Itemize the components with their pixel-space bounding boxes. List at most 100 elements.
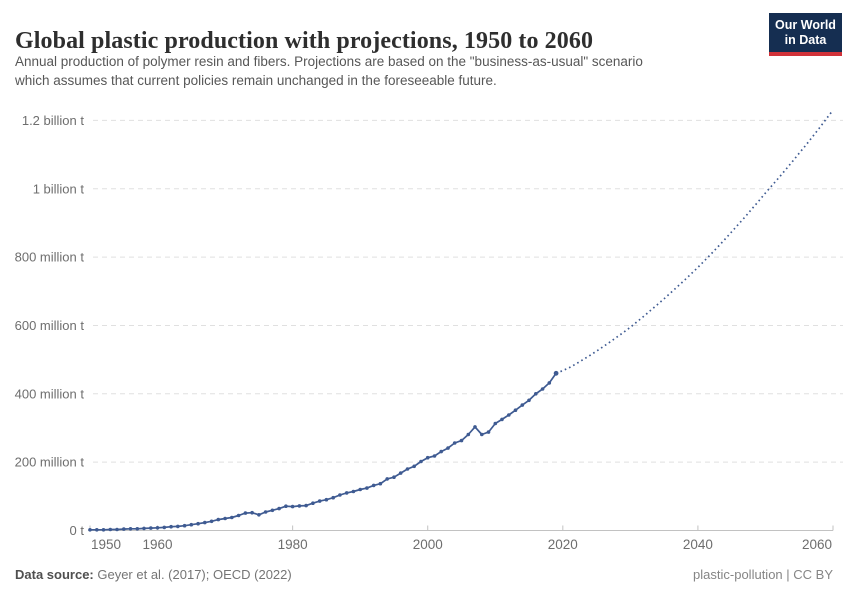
- owid-logo-line-1: Our World: [775, 18, 836, 32]
- chart-slug-link[interactable]: plastic-pollution: [693, 567, 783, 582]
- x-axis-label: 2000: [413, 537, 443, 552]
- data-point-marker: [209, 519, 214, 524]
- data-point-marker: [452, 441, 457, 445]
- data-point-marker: [500, 417, 504, 422]
- chart-subtitle-line-1: Annual production of polymer resin and f…: [15, 54, 643, 69]
- data-point-marker: [480, 432, 484, 437]
- data-point-marker: [473, 425, 477, 429]
- x-axis-label: 2040: [683, 537, 713, 552]
- data-point-marker: [176, 524, 180, 529]
- data-point-marker: [317, 499, 322, 503]
- y-axis-label: 1.2 billion t: [22, 113, 85, 128]
- data-point-marker: [162, 525, 167, 530]
- data-point-marker: [540, 387, 545, 391]
- chart-footer: Data source: Geyer et al. (2017); OECD (…: [15, 567, 833, 582]
- data-point-marker: [297, 504, 302, 508]
- data-point-marker: [507, 413, 511, 417]
- data-point-marker: [155, 526, 160, 530]
- data-point-marker: [392, 475, 396, 480]
- x-axis-label: 1950: [91, 537, 121, 552]
- data-point-marker: [101, 528, 106, 532]
- data-point-marker: [236, 513, 241, 518]
- data-point-marker: [189, 522, 194, 527]
- data-point-marker: [419, 459, 423, 464]
- y-axis-label: 1 billion t: [33, 181, 85, 196]
- chart-subtitle: Annual production of polymer resin and f…: [15, 52, 735, 90]
- data-point-marker: [446, 446, 450, 450]
- data-point-marker: [513, 408, 518, 413]
- data-point-marker: [230, 515, 234, 520]
- x-axis-label: 2060: [802, 537, 832, 552]
- data-point-marker: [169, 524, 173, 529]
- data-point-marker: [243, 511, 248, 515]
- data-point-marker: [344, 491, 349, 495]
- data-point-marker: [324, 497, 329, 502]
- data-point-marker: [277, 506, 281, 511]
- data-point-marker: [142, 526, 146, 531]
- x-axis-label: 1980: [278, 537, 308, 552]
- data-point-marker: [398, 471, 403, 475]
- data-point-marker: [270, 508, 275, 513]
- data-point-marker: [486, 430, 491, 434]
- data-point-marker: [149, 526, 153, 530]
- y-axis-label: 600 million t: [15, 318, 85, 333]
- data-point-marker: [250, 510, 254, 515]
- data-point-marker: [88, 528, 92, 532]
- data-point-marker: [304, 503, 308, 508]
- projection-line: [555, 109, 834, 375]
- y-axis-label: 800 million t: [15, 250, 85, 265]
- data-point-marker: [216, 517, 221, 522]
- data-point-marker: [257, 513, 261, 517]
- data-point-marker: [263, 510, 268, 514]
- x-axis-label: 1960: [143, 537, 173, 552]
- data-point-marker: [425, 455, 430, 460]
- data-point-marker: [378, 481, 383, 486]
- data-point-marker: [466, 432, 471, 437]
- data-point-marker: [223, 516, 227, 521]
- y-axis-label: 0 t: [70, 523, 85, 538]
- data-point-marker: [196, 521, 200, 526]
- y-axis-label: 200 million t: [15, 455, 85, 470]
- data-point-marker: [182, 523, 187, 528]
- data-point-marker: [459, 438, 464, 443]
- data-point-marker: [290, 504, 295, 509]
- page-title: Global plastic production with projectio…: [15, 28, 594, 55]
- data-point-marker: [358, 487, 363, 492]
- plot-area[interactable]: [88, 105, 843, 531]
- data-point-marker: [284, 504, 288, 509]
- data-source: Data source: Geyer et al. (2017); OECD (…: [15, 567, 292, 582]
- x-axis-label: 2020: [548, 537, 578, 552]
- data-point-marker: [439, 449, 444, 454]
- data-point-marker: [520, 403, 525, 407]
- data-point-marker: [412, 464, 417, 469]
- data-point-marker: [534, 392, 538, 396]
- data-source-label: Data source:: [15, 567, 94, 582]
- data-source-value: Geyer et al. (2017); OECD (2022): [93, 567, 292, 582]
- data-point-marker: [493, 421, 498, 426]
- data-point-marker: [547, 381, 552, 385]
- data-point-marker: [351, 489, 356, 494]
- data-point-marker: [371, 483, 376, 488]
- data-point-marker: [203, 520, 207, 525]
- data-point-marker: [432, 454, 437, 458]
- owid-logo[interactable]: Our World in Data: [769, 13, 842, 56]
- data-point-marker: [108, 527, 113, 532]
- license-link[interactable]: CC BY: [793, 567, 833, 582]
- data-point-marker: [527, 398, 531, 403]
- owid-logo-line-2: in Data: [784, 33, 827, 47]
- data-point-marker: [115, 527, 119, 532]
- footer-separator: |: [782, 567, 794, 582]
- data-point-marker: [122, 527, 126, 531]
- data-point-marker: [365, 486, 369, 490]
- data-point-marker: [311, 501, 315, 506]
- data-point-marker: [135, 527, 140, 531]
- data-point-marker: [95, 528, 99, 532]
- data-point-marker: [128, 527, 133, 531]
- y-axis-label: 400 million t: [15, 386, 85, 401]
- footer-right: plastic-pollution | CC BY: [693, 567, 833, 582]
- chart-subtitle-line-2: which assumes that current policies rema…: [15, 73, 497, 88]
- data-point-marker: [331, 495, 336, 500]
- data-point-marker: [405, 467, 410, 471]
